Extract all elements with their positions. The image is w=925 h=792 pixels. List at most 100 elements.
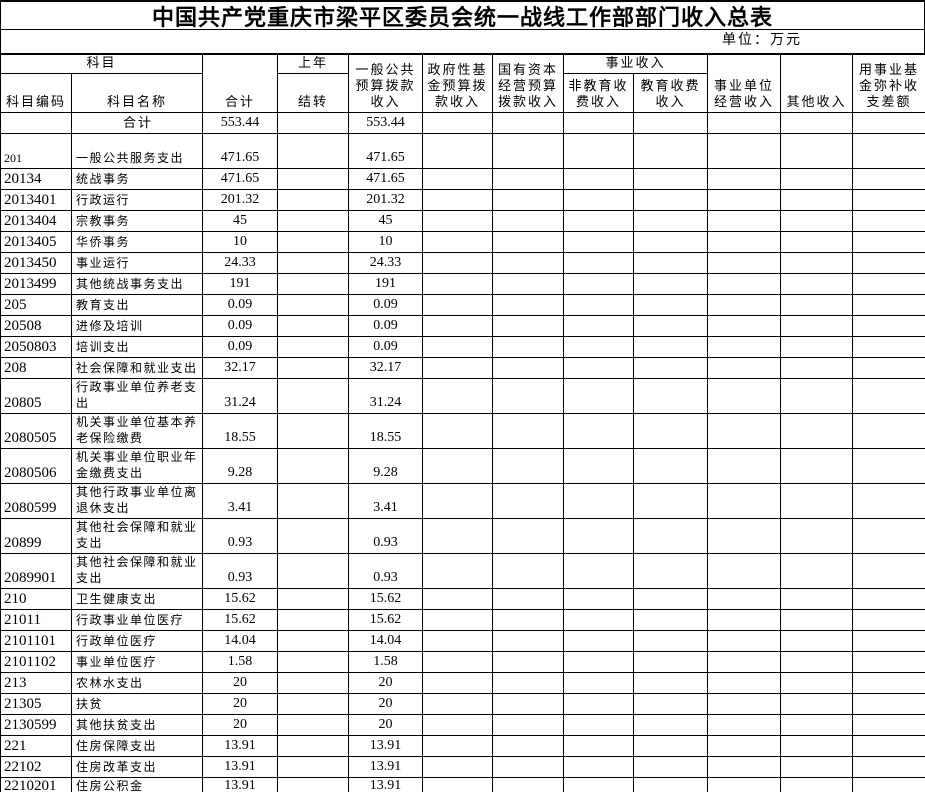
cell-gov-fund-budget (422, 315, 494, 337)
cell-carryover (277, 413, 350, 449)
cell-education-fee (633, 189, 709, 211)
cell-general-public-budget: 0.09 (348, 294, 424, 316)
cell-state-capital-budget (492, 735, 565, 757)
cell-subject-name: 进修及培训 (70, 315, 204, 337)
cell-general-public-budget: 1.58 (348, 651, 424, 673)
cell-state-capital-budget (492, 448, 565, 484)
cell-fund-balance (852, 231, 925, 253)
header-fund-balance: 用事业基 金弥补收 支差额 (852, 53, 925, 113)
cell-other-income (780, 189, 854, 211)
cell-business-operating (707, 735, 782, 757)
cell-education-fee (633, 315, 709, 337)
cell-total: 0.93 (202, 518, 279, 554)
cell-state-capital-budget (492, 273, 565, 295)
cell-state-capital-budget (492, 357, 565, 379)
cell-total: 471.65 (202, 133, 279, 169)
cell-subject-name: 事业运行 (70, 252, 204, 274)
cell-other-income (780, 630, 854, 652)
cell-subject-name: 卫生健康支出 (70, 588, 204, 610)
cell-subject-code: 22102 (0, 756, 72, 778)
cell-education-fee (633, 553, 709, 589)
cell-general-public-budget: 20 (348, 714, 424, 736)
cell-general-public-budget: 0.93 (348, 553, 424, 589)
cell-total: 45 (202, 210, 279, 232)
table-row: 2013404 宗教事务 45 45 (0, 210, 925, 232)
header-subject-code: 科目编码 (0, 73, 72, 113)
cell-carryover (277, 756, 350, 778)
cell-gov-fund-budget (422, 336, 494, 358)
cell-other-income (780, 315, 854, 337)
cell-non-education-fee (563, 693, 635, 715)
cell-business-operating (707, 553, 782, 589)
table-row: 2130599 其他扶贫支出 20 20 (0, 714, 925, 736)
table-row: 2210201 住房公积金 13.91 13.91 (0, 777, 925, 792)
unit-note: 单位：万元 (722, 33, 802, 48)
cell-carryover (277, 252, 350, 274)
table-row: 2101101 行政单位医疗 14.04 14.04 (0, 630, 925, 652)
cell-state-capital-budget (492, 133, 565, 169)
cell-total: 13.91 (202, 756, 279, 778)
cell-education-fee (633, 357, 709, 379)
cell-fund-balance (852, 336, 925, 358)
cell-non-education-fee (563, 315, 635, 337)
cell-non-education-fee (563, 609, 635, 631)
cell-fund-balance (852, 672, 925, 694)
cell-general-public-budget: 0.09 (348, 315, 424, 337)
cell-general-public-budget: 553.44 (348, 112, 424, 134)
cell-general-public-budget: 3.41 (348, 483, 424, 519)
cell-fund-balance (852, 168, 925, 190)
cell-gov-fund-budget (422, 609, 494, 631)
header-general-public-budget: 一般公共 预算拨款 收入 (348, 53, 424, 113)
cell-business-operating (707, 231, 782, 253)
cell-state-capital-budget (492, 413, 565, 449)
cell-subject-code: 2013401 (0, 189, 72, 211)
cell-fund-balance (852, 553, 925, 589)
cell-carryover (277, 651, 350, 673)
cell-subject-name: 其他扶贫支出 (70, 714, 204, 736)
table-row: 201 一般公共服务支出 471.65 471.65 (0, 133, 925, 169)
cell-subject-name: 华侨事务 (70, 231, 204, 253)
cell-subject-name: 社会保障和就业支出 (70, 357, 204, 379)
cell-total: 13.91 (202, 777, 279, 792)
cell-non-education-fee (563, 413, 635, 449)
header-non-education-fee: 非教育收 费收入 (563, 73, 635, 113)
cell-general-public-budget: 471.65 (348, 168, 424, 190)
cell-non-education-fee (563, 553, 635, 589)
cell-total: 3.41 (202, 483, 279, 519)
header-prev-year-line1: 上年 (277, 53, 350, 74)
cell-carryover (277, 378, 350, 414)
cell-general-public-budget: 32.17 (348, 357, 424, 379)
cell-non-education-fee (563, 231, 635, 253)
cell-other-income (780, 588, 854, 610)
cell-total: 20 (202, 672, 279, 694)
income-table: 科目 合计 上年 一般公共 预算拨款 收入 政府性基 金预算拨 款收入 国有资本… (0, 53, 925, 792)
cell-subject-code (0, 112, 72, 134)
cell-state-capital-budget (492, 756, 565, 778)
header-business-income-group: 事业收入 (563, 53, 709, 74)
cell-general-public-budget: 13.91 (348, 735, 424, 757)
cell-business-operating (707, 483, 782, 519)
table-header: 科目 合计 上年 一般公共 预算拨款 收入 政府性基 金预算拨 款收入 国有资本… (0, 53, 925, 113)
cell-total: 15.62 (202, 588, 279, 610)
cell-state-capital-budget (492, 336, 565, 358)
cell-carryover (277, 630, 350, 652)
table-row: 2013499 其他统战事务支出 191 191 (0, 273, 925, 295)
cell-state-capital-budget (492, 168, 565, 190)
cell-general-public-budget: 20 (348, 693, 424, 715)
table-row: 合计 553.44 553.44 (0, 112, 925, 134)
cell-subject-name: 住房保障支出 (70, 735, 204, 757)
table-row: 2050803 培训支出 0.09 0.09 (0, 336, 925, 358)
cell-non-education-fee (563, 168, 635, 190)
cell-non-education-fee (563, 756, 635, 778)
cell-subject-code: 2130599 (0, 714, 72, 736)
cell-general-public-budget: 13.91 (348, 777, 424, 792)
cell-carryover (277, 714, 350, 736)
cell-gov-fund-budget (422, 735, 494, 757)
cell-subject-name: 机关事业单位职业年金缴费支出 (70, 448, 204, 484)
cell-total: 31.24 (202, 378, 279, 414)
cell-subject-code: 20899 (0, 518, 72, 554)
cell-other-income (780, 553, 854, 589)
cell-education-fee (633, 588, 709, 610)
cell-other-income (780, 518, 854, 554)
cell-carryover (277, 168, 350, 190)
